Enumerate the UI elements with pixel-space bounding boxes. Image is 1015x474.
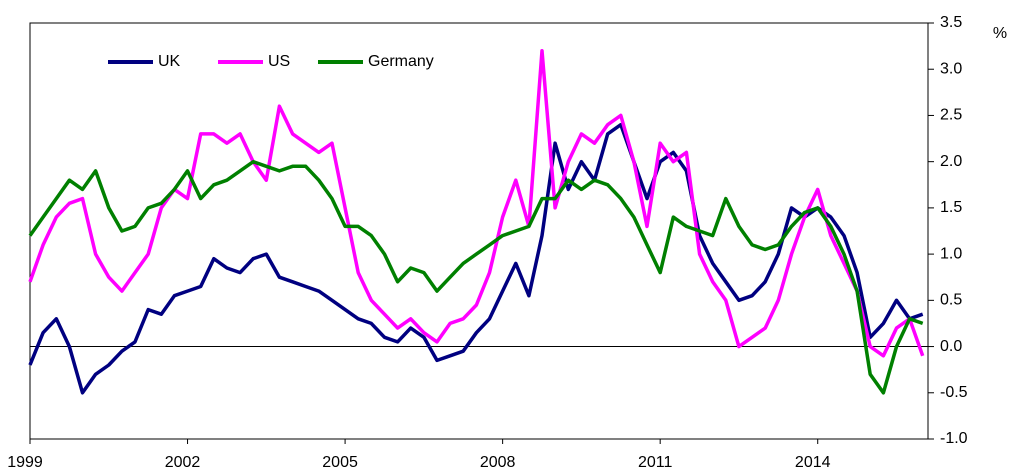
y-tick-label: 3.5: [940, 14, 962, 31]
series-line: [28, 122, 924, 395]
y-tick-label: 2.5: [940, 107, 962, 124]
x-tick-label: 2002: [165, 454, 201, 471]
y-tick-label: 0.0: [940, 338, 962, 355]
y-axis-label: %: [993, 25, 1007, 42]
x-tick-label: 2008: [480, 454, 516, 471]
y-tick-label: 3.0: [940, 60, 962, 77]
legend-label: Germany: [368, 53, 434, 70]
x-tick-label: 1999: [7, 454, 43, 471]
series-line: [28, 48, 925, 358]
y-tick-label: -0.5: [940, 384, 968, 401]
x-tick-label: 2005: [322, 454, 358, 471]
y-tick-label: 2.0: [940, 153, 962, 170]
y-tick-label: 1.5: [940, 199, 962, 216]
y-tick-label: -1.0: [940, 430, 968, 447]
legend-label: UK: [158, 53, 181, 70]
x-tick-label: 2011: [638, 454, 673, 471]
y-tick-label: 1.0: [940, 245, 962, 262]
x-tick-label: 2014: [795, 454, 831, 471]
series-line: [28, 159, 924, 395]
plot-frame: [29, 22, 929, 440]
legend-label: US: [268, 53, 290, 70]
y-tick-label: 0.5: [940, 292, 962, 309]
